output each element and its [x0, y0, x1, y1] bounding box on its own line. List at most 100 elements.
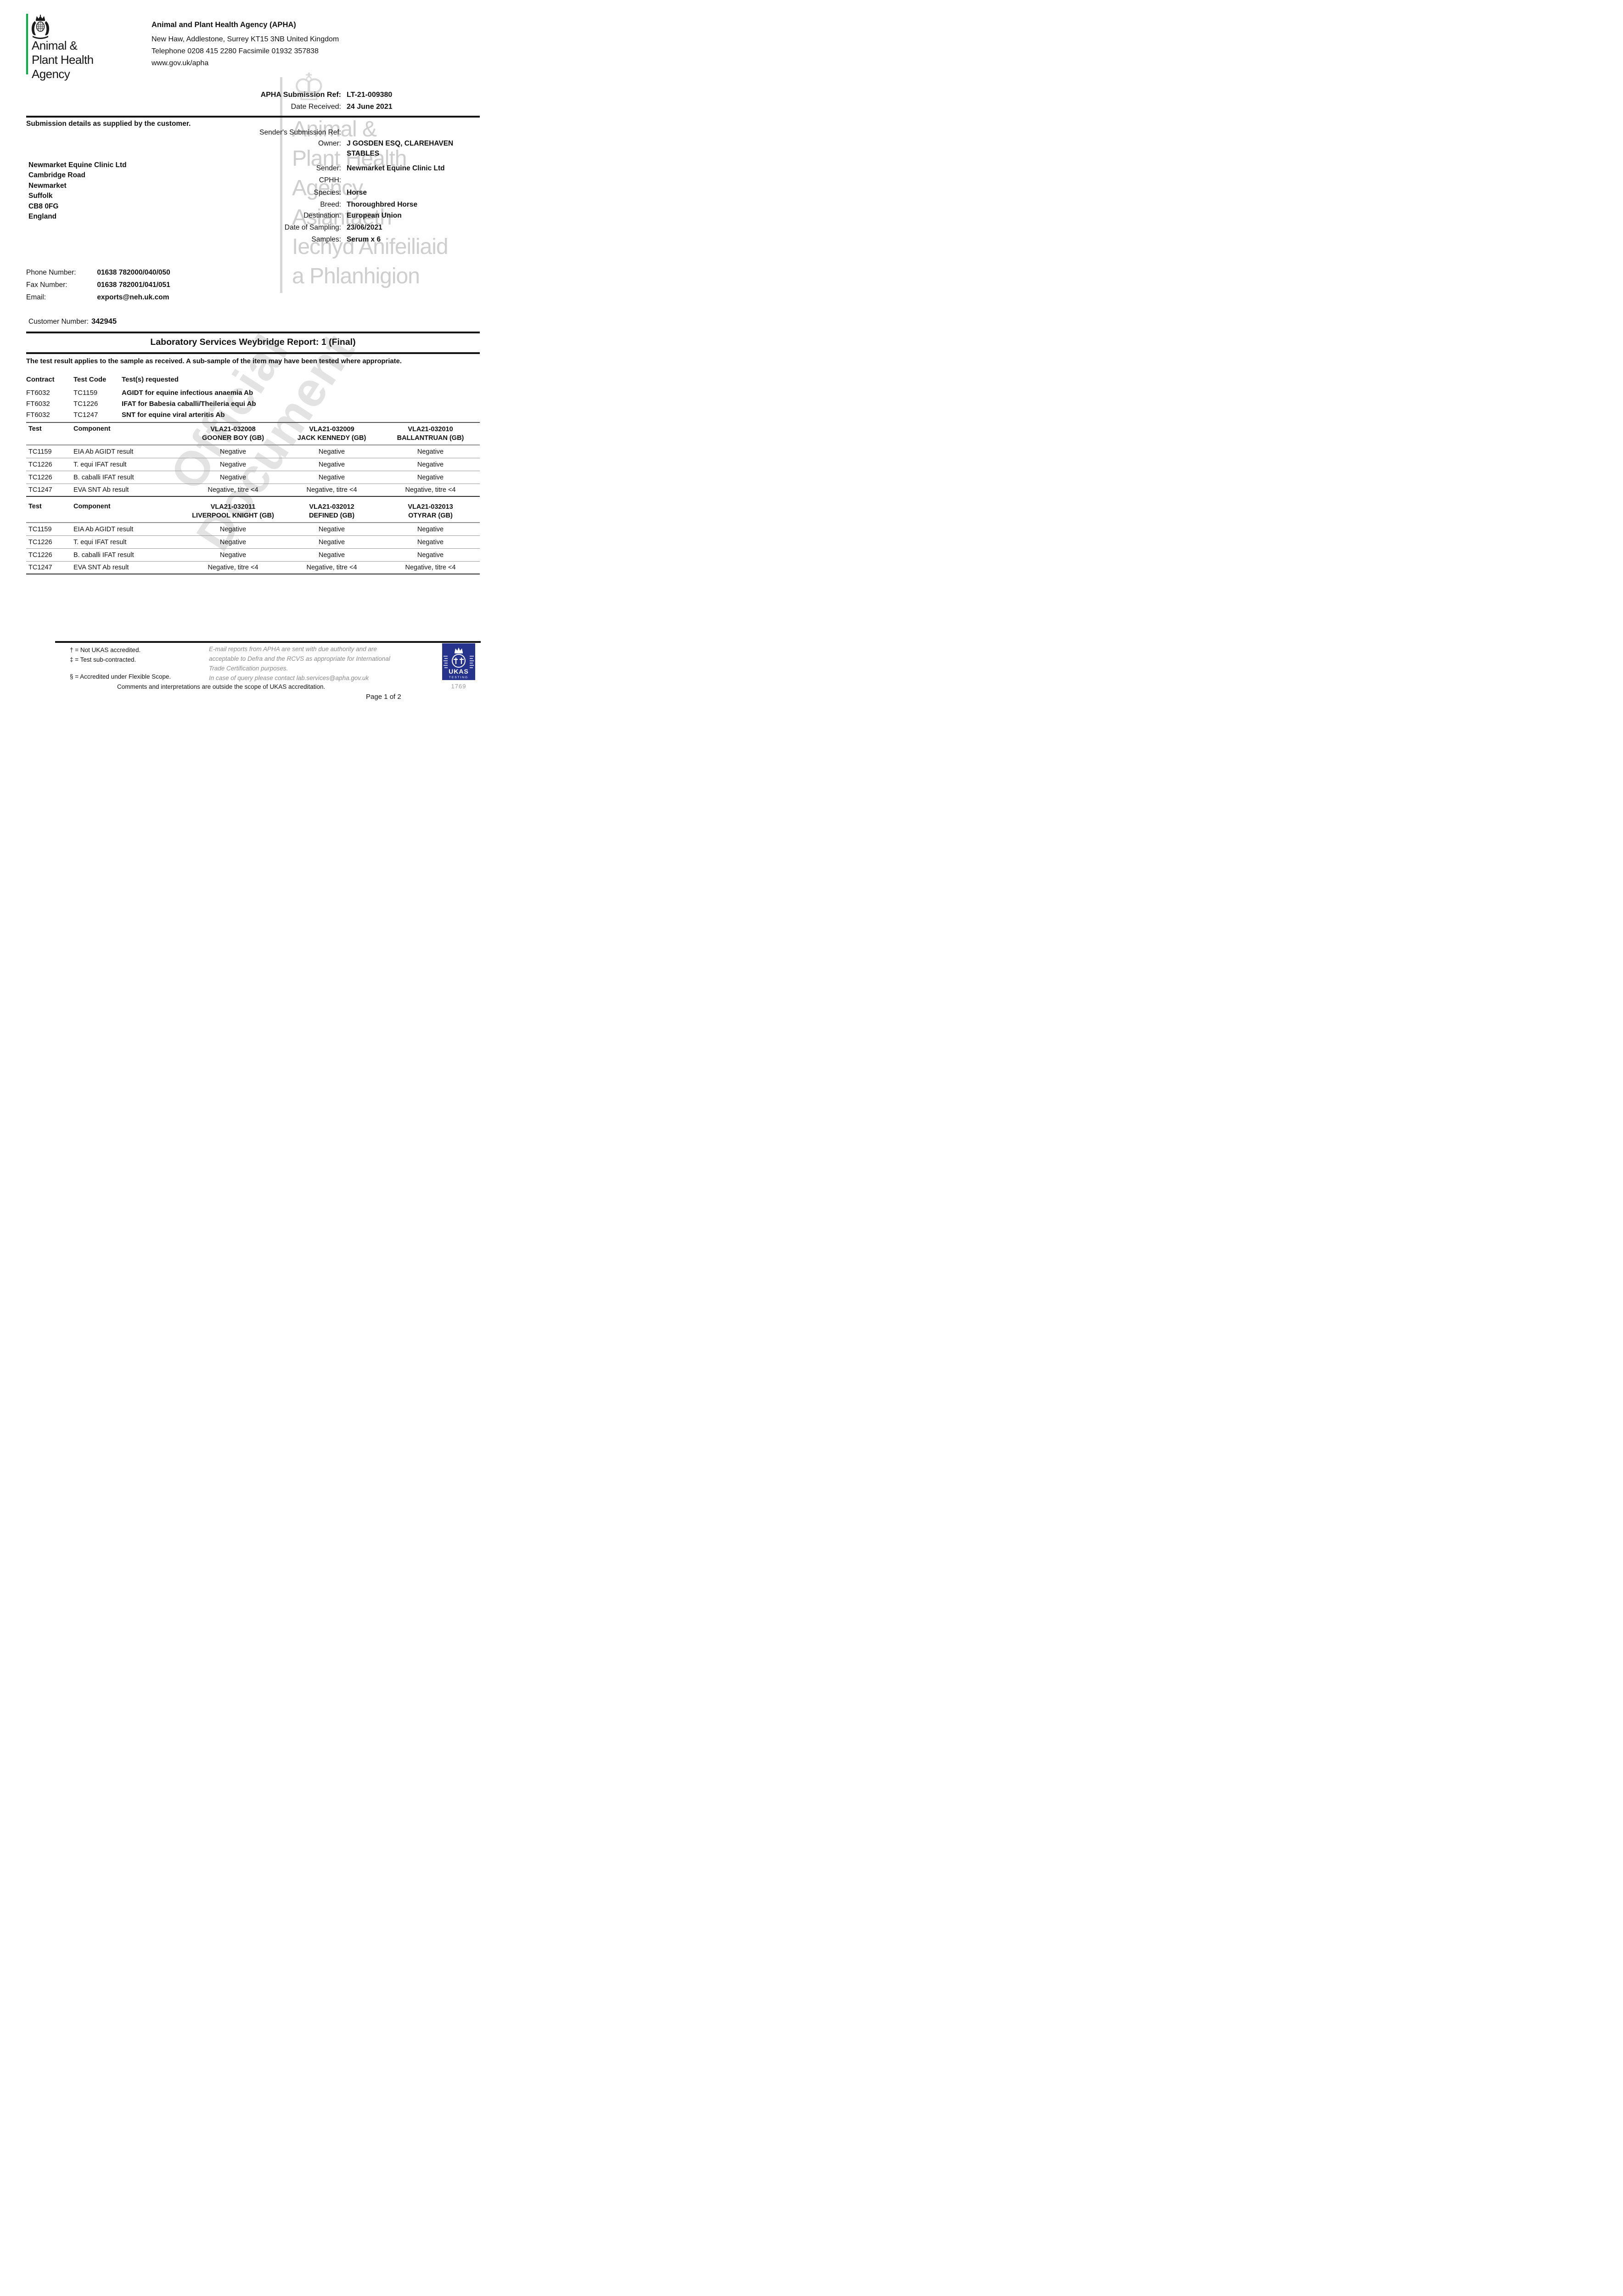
email-note-line: Trade Certification purposes. [209, 665, 288, 672]
customer-number-value: 342945 [91, 317, 117, 326]
sample-name: GOONER BOY (GB) [202, 434, 264, 442]
date-received-value: 24 June 2021 [347, 103, 393, 111]
agency-address: New Haw, Addlestone, Surrey KT15 3NB Uni… [152, 35, 339, 43]
watermark-line: Iechyd Anifeiliaid [292, 235, 449, 259]
result-cell: Negative [318, 448, 345, 456]
footer-divider [55, 641, 481, 643]
test-code: TC1159 [28, 448, 52, 456]
test-code: TC1226 [28, 461, 52, 468]
logo-line: Plant Health [32, 53, 94, 67]
agency-phone-fax: Telephone 0208 415 2280 Facsimile 01932 … [152, 47, 319, 55]
date-received-row: Date Received: 24 June 2021 [181, 102, 484, 112]
test-col-header: Test [28, 425, 42, 433]
royal-crest-logo [29, 15, 52, 42]
agency-header-title: Animal and Plant Health Agency (APHA) [152, 21, 296, 29]
result-cell: Negative [417, 473, 444, 481]
phone-row: Phone Number: 01638 782000/040/050 [26, 269, 170, 277]
test-requested: AGIDT for equine infectious anaemia Ab [122, 389, 253, 397]
result-cell: Negative [219, 473, 247, 481]
legend-not-ukas: † = Not UKAS accredited. [70, 647, 141, 653]
test-code: TC1226 [28, 538, 52, 546]
agency-logo-text: Animal & Plant Health Agency [32, 39, 94, 81]
watermark-crest-icon: ♔ [292, 67, 326, 108]
date-received-label: Date Received: [291, 103, 341, 111]
field-row-destination: Destination: European Union [181, 211, 484, 221]
field-value: Horse [347, 189, 367, 197]
address-line: Newmarket Equine Clinic Ltd [28, 161, 127, 169]
result-row: TC1226 T. equi IFAT result Negative Nega… [26, 536, 480, 549]
fax-value: 01638 782001/041/051 [97, 281, 170, 289]
watermark-line: a Phlanhigion [292, 264, 420, 288]
result-cell: Negative [417, 525, 444, 533]
logo-line: Animal & [32, 39, 78, 52]
result-cell: Negative [417, 551, 444, 559]
result-cell: Negative, titre <4 [405, 486, 456, 494]
fax-row: Fax Number: 01638 782001/041/051 [26, 281, 170, 289]
test-code: TC1226 [28, 551, 52, 559]
sample-col-header: VLA21-032010 BALLANTRUAN (GB) [381, 425, 480, 443]
results-header: Test Component VLA21-032011 LIVERPOOL KN… [26, 501, 480, 523]
field-value: Serum x 6 [347, 236, 381, 243]
sample-id: VLA21-032013 [408, 503, 453, 511]
field-value: 23/06/2021 [347, 224, 382, 231]
field-row-senders-ref: Sender's Submission Ref: [181, 128, 484, 138]
component: EIA Ab AGIDT result [73, 448, 134, 456]
field-value [347, 175, 482, 186]
watermark-line: Plant Health [292, 146, 407, 171]
component: T. equi IFAT result [73, 538, 127, 546]
field-value: Newmarket Equine Clinic Ltd [347, 164, 445, 172]
address-line: England [28, 213, 57, 221]
test-col-header: Test [28, 503, 42, 510]
sample-id: VLA21-032009 [309, 426, 354, 433]
field-label: Destination: [303, 212, 341, 219]
result-cell: Negative [219, 461, 247, 468]
result-cell: Negative [417, 461, 444, 468]
agency-website: www.gov.uk/apha [152, 59, 209, 67]
field-label: Sender: [316, 164, 341, 172]
address-line: Cambridge Road [28, 171, 86, 180]
result-row: TC1226 B. caballi IFAT result Negative N… [26, 471, 480, 484]
result-cell: Negative [417, 448, 444, 456]
result-row: TC1159 EIA Ab AGIDT result Negative Nega… [26, 523, 480, 536]
test-code: TC1247 [28, 564, 52, 571]
component-col-header: Component [73, 425, 111, 433]
results-header: Test Component VLA21-032008 GOONER BOY (… [26, 423, 480, 445]
report-note: The test result applies to the sample as… [26, 358, 402, 365]
test-code: TC1247 [28, 486, 52, 494]
test-requested: IFAT for Babesia caballi/Theileria equi … [122, 400, 256, 408]
royal-crest-icon [31, 15, 50, 39]
field-label: Breed: [320, 201, 341, 208]
result-cell: Negative [318, 473, 345, 481]
test-code: TC1226 [73, 400, 98, 408]
component-col-header: Component [73, 503, 111, 510]
sample-name: BALLANTRUAN (GB) [397, 434, 464, 442]
report-title: Laboratory Services Weybridge Report: 1 … [150, 337, 356, 347]
customer-number-label: Customer Number: [28, 318, 89, 326]
watermark-line: Animal & [292, 117, 377, 141]
contract-header: Contract [26, 376, 55, 383]
watermark-line: Agency [292, 176, 363, 200]
field-value: J GOSDEN ESQ, CLAREHAVEN STABLES [347, 140, 454, 158]
component: T. equi IFAT result [73, 461, 127, 468]
result-row: TC1226 T. equi IFAT result Negative Nega… [26, 458, 480, 471]
component: B. caballi IFAT result [73, 473, 134, 481]
field-value: European Union [347, 212, 402, 219]
field-value [347, 128, 482, 138]
result-cell: Negative, titre <4 [306, 486, 357, 494]
submission-section-title: Submission details as supplied by the cu… [26, 120, 191, 128]
field-label: Owner: [318, 140, 341, 147]
result-cell: Negative [219, 448, 247, 456]
divider [26, 352, 480, 354]
test-code-header: Test Code [73, 376, 107, 383]
phone-label: Phone Number: [26, 269, 76, 276]
sample-col-header: VLA21-032009 JACK KENNEDY (GB) [282, 425, 381, 443]
result-row: TC1247 EVA SNT Ab result Negative, titre… [26, 484, 480, 497]
results-table-2: Test Component VLA21-032011 LIVERPOOL KN… [26, 501, 480, 574]
field-row-date-of-sampling: Date of Sampling: 23/06/2021 [181, 223, 484, 233]
result-cell: Negative [318, 551, 345, 559]
field-row-samples: Samples: Serum x 6 [181, 235, 484, 245]
sample-col-header: VLA21-032013 OTYRAR (GB) [381, 503, 480, 520]
sample-id: VLA21-032008 [210, 426, 256, 433]
contract-id: FT6032 [26, 411, 50, 419]
ukas-logo-icon: UKAS TESTING [442, 643, 475, 680]
